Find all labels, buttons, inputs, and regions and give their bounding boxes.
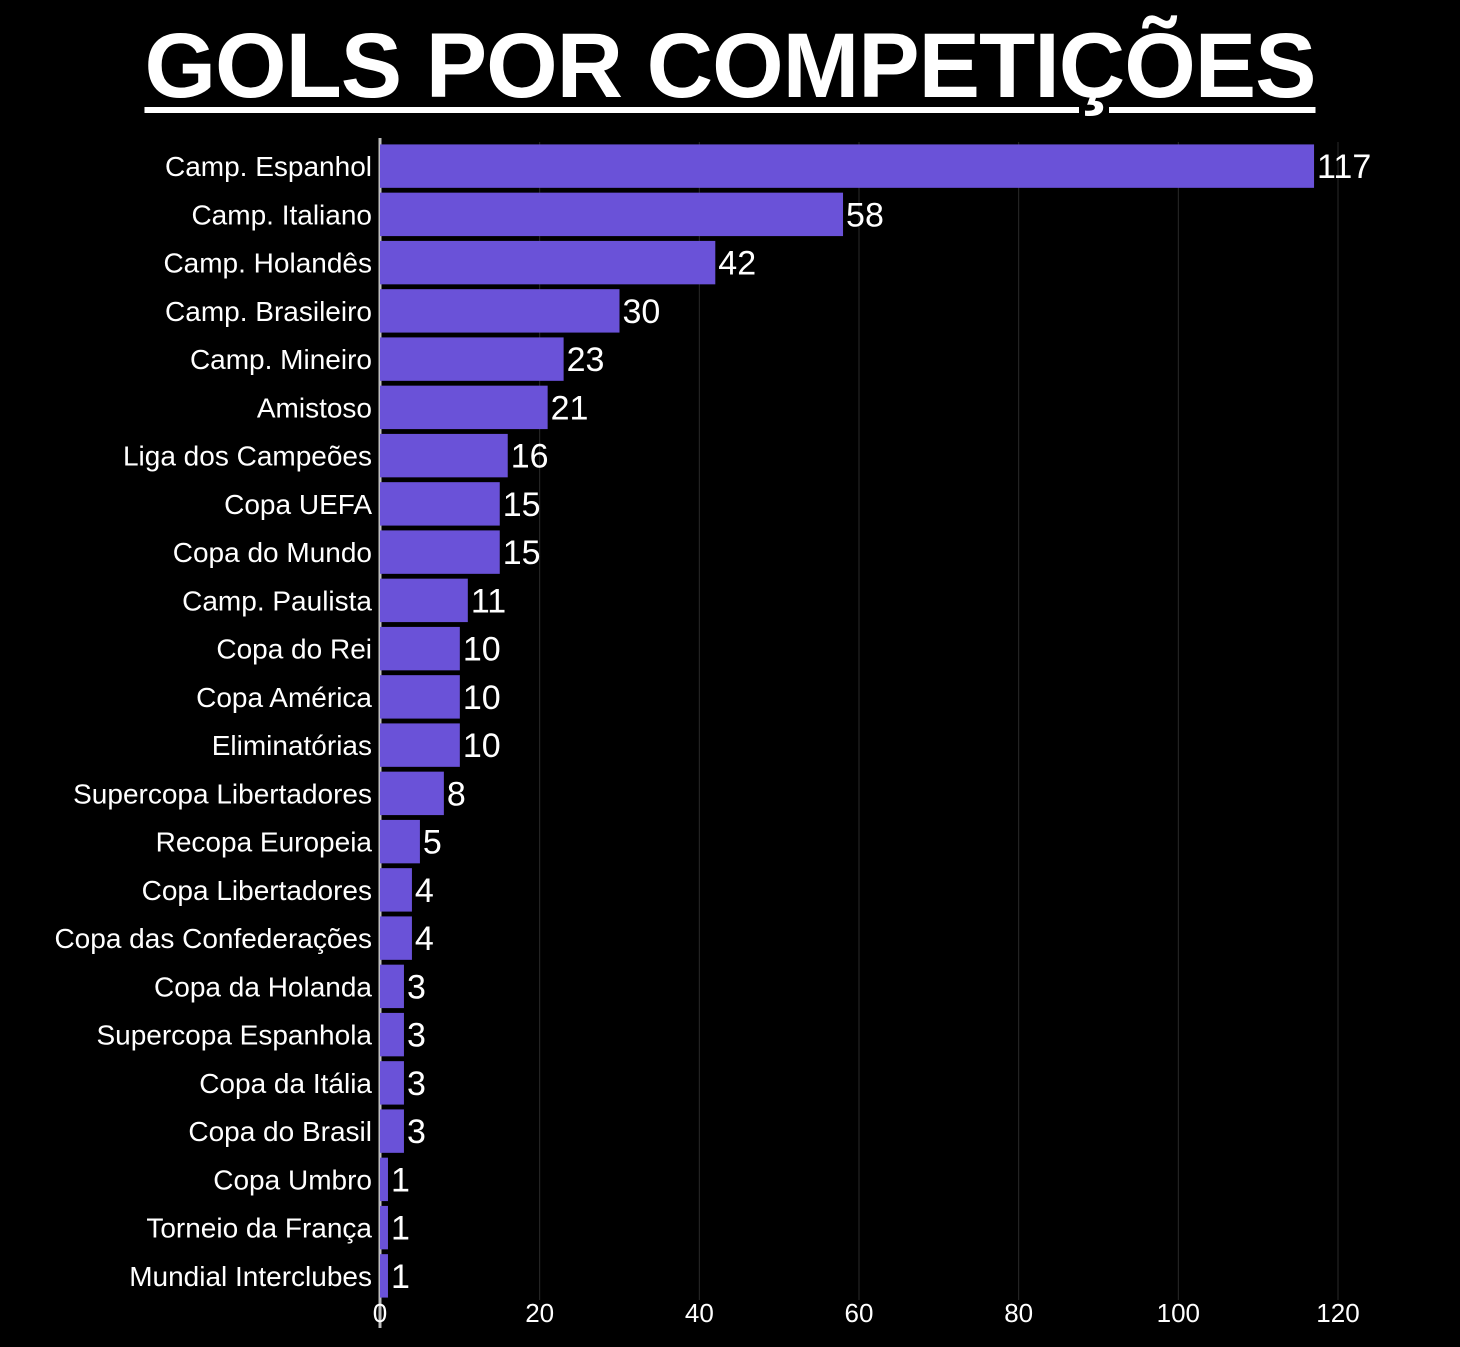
bar	[380, 1157, 388, 1202]
category-label: Recopa Europeia	[156, 827, 373, 858]
x-tick-label: 40	[685, 1298, 714, 1328]
bar	[380, 530, 500, 574]
x-tick-label: 60	[845, 1298, 874, 1328]
value-label: 3	[407, 1065, 426, 1103]
category-label: Copa do Brasil	[188, 1116, 372, 1147]
labels: 0 20 40 60 80 100 120 Camp. Espanhol 117 Camp. It…	[54, 148, 1371, 1328]
bar	[380, 771, 444, 816]
value-label: 21	[551, 389, 589, 427]
category-label: Copa Umbro	[213, 1164, 372, 1195]
x-tick-label: 20	[525, 1298, 554, 1328]
value-label: 1	[391, 1161, 410, 1199]
bar	[380, 433, 508, 478]
category-label: Copa da Holanda	[154, 971, 372, 1002]
value-label: 15	[503, 486, 541, 524]
value-label: 10	[463, 727, 501, 765]
bar	[380, 819, 420, 864]
chart-title: GOLS POR COMPETIÇÕES	[144, 15, 1316, 117]
category-label: Camp. Paulista	[182, 585, 372, 616]
bar	[380, 916, 412, 960]
value-label: 3	[407, 1113, 426, 1151]
category-label: Camp. Holandês	[163, 248, 372, 279]
category-label: Copa UEFA	[224, 489, 372, 520]
bar	[380, 1205, 388, 1250]
category-label: Supercopa Espanhola	[96, 1020, 372, 1051]
category-label: Camp. Brasileiro	[165, 296, 372, 327]
value-label: 8	[447, 775, 466, 813]
bar	[380, 482, 500, 526]
bar	[380, 675, 460, 719]
category-label: Liga dos Campeões	[123, 441, 372, 472]
value-label: 16	[511, 438, 549, 476]
value-label: 23	[567, 341, 605, 379]
bar	[380, 144, 1315, 188]
x-tick-label: 100	[1157, 1298, 1200, 1328]
category-label: Supercopa Libertadores	[73, 778, 372, 809]
bar	[380, 626, 460, 671]
bar	[380, 1061, 404, 1105]
category-label: Copa Libertadores	[142, 875, 372, 906]
category-label: Camp. Mineiro	[190, 344, 372, 375]
x-tick-label: 120	[1316, 1298, 1359, 1328]
bar	[380, 385, 548, 430]
x-tick-label: 0	[373, 1298, 387, 1328]
category-label: Copa da Itália	[199, 1068, 372, 1099]
value-label: 30	[623, 293, 661, 331]
value-label: 3	[407, 1017, 426, 1055]
bar	[380, 868, 412, 912]
category-label: Torneio da França	[146, 1213, 372, 1244]
category-label: Copa do Rei	[216, 634, 372, 665]
bar	[380, 1012, 404, 1057]
category-label: Amistoso	[257, 392, 372, 423]
bar	[380, 578, 468, 623]
bar	[380, 337, 564, 381]
category-label: Copa do Mundo	[173, 537, 372, 568]
bar	[380, 240, 716, 285]
value-label: 4	[415, 920, 434, 958]
value-label: 117	[1317, 148, 1371, 186]
bar	[380, 289, 620, 333]
value-label: 10	[463, 679, 501, 717]
value-label: 4	[415, 872, 434, 910]
value-label: 5	[423, 824, 442, 862]
x-tick-label: 80	[1004, 1298, 1033, 1328]
value-label: 58	[846, 196, 884, 234]
bar	[380, 1109, 404, 1153]
category-label: Mundial Interclubes	[129, 1261, 372, 1292]
category-label: Eliminatórias	[212, 730, 372, 761]
value-label: 11	[471, 582, 506, 620]
value-label: 42	[718, 245, 756, 283]
category-label: Copa das Confederações	[54, 923, 372, 954]
value-label: 10	[463, 631, 501, 669]
bar	[380, 964, 404, 1009]
value-label: 1	[391, 1210, 410, 1248]
bars	[380, 144, 1315, 1298]
bar	[380, 192, 844, 237]
value-label: 15	[503, 534, 541, 572]
value-label: 3	[407, 968, 426, 1006]
category-label: Copa América	[196, 682, 372, 713]
bar	[380, 1254, 388, 1298]
value-label: 1	[391, 1258, 410, 1296]
bar	[380, 723, 460, 767]
category-label: Camp. Italiano	[191, 199, 372, 230]
category-label: Camp. Espanhol	[165, 151, 372, 182]
